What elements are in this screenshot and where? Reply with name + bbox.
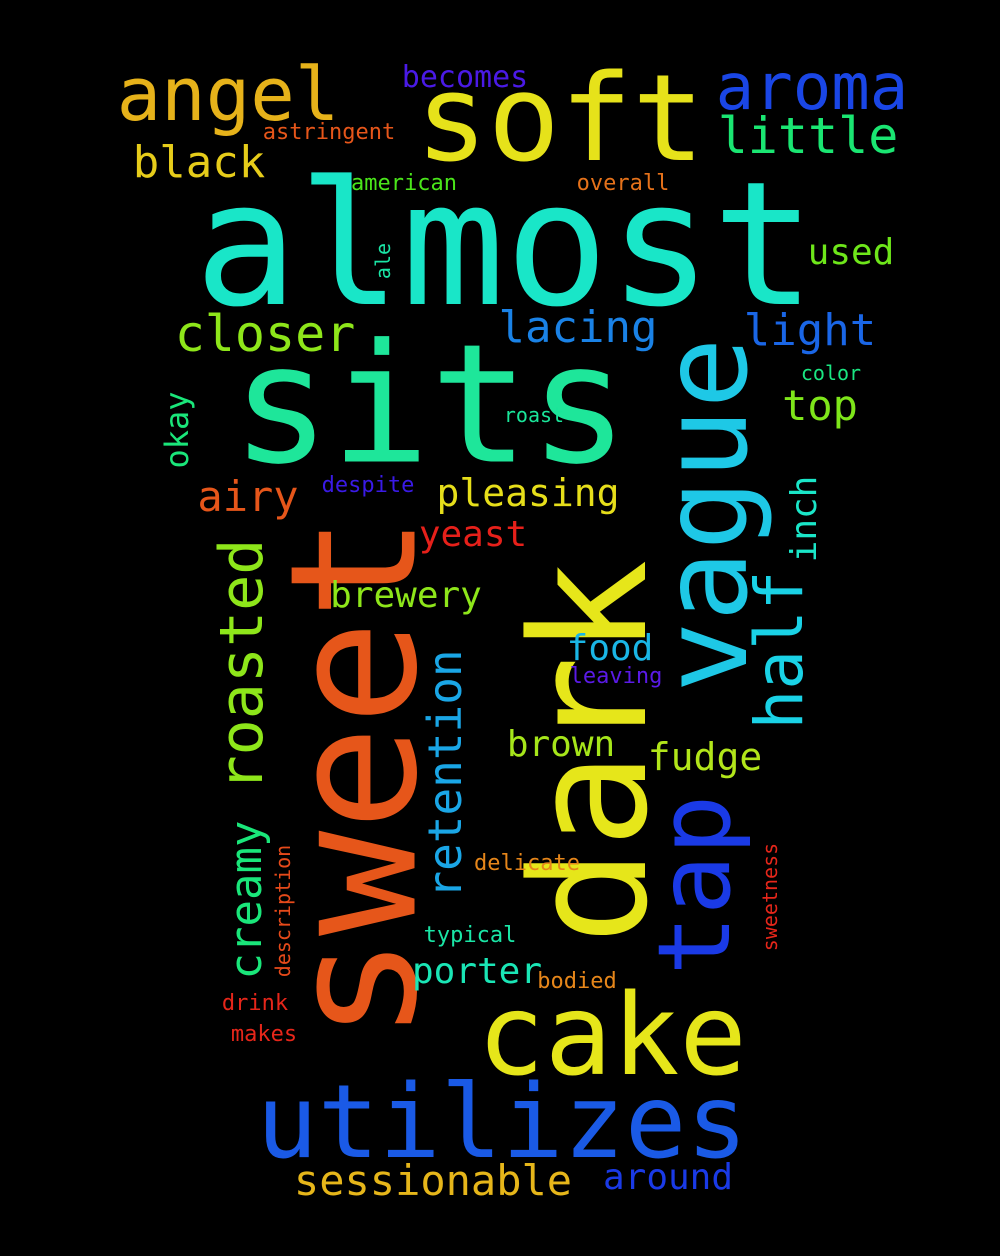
word-used: used [807, 232, 895, 273]
word-sits: sits [231, 308, 629, 501]
word-half: half [741, 570, 818, 730]
word-little: little [717, 107, 899, 165]
word-top: top [782, 381, 858, 430]
word-food: food [566, 628, 654, 669]
word-airy: airy [197, 472, 299, 521]
word-ale: ale [371, 242, 395, 280]
word-porter: porter [411, 951, 543, 992]
word-pleasing: pleasing [436, 471, 620, 515]
word-almost: almost [194, 144, 816, 345]
word-fudge: fudge [647, 735, 763, 779]
word-yeast: yeast [418, 514, 528, 555]
word-american: american [351, 171, 457, 196]
word-brewery: brewery [330, 575, 482, 616]
word-delicate: delicate [474, 851, 580, 876]
word-cake: cake [477, 971, 747, 1101]
word-roasted: roasted [207, 538, 277, 792]
word-despite: despite [321, 473, 415, 498]
word-black: black [132, 137, 266, 188]
word-okay: okay [158, 391, 196, 469]
word-utilizes: utilizes [256, 1063, 748, 1182]
word-soft: soft [415, 50, 705, 189]
word-inch: inch [784, 475, 825, 563]
word-creamy: creamy [221, 820, 272, 980]
word-bodied: bodied [537, 969, 617, 994]
word-lacing: lacing [498, 302, 658, 353]
word-light: light [743, 305, 877, 356]
word-retention: retention [418, 649, 472, 899]
word-typical: typical [423, 923, 517, 948]
word-color: color [800, 361, 862, 385]
word-leaving: leaving [569, 664, 663, 689]
word-sessionable: sessionable [293, 1156, 573, 1205]
word-astringent: astringent [262, 120, 396, 145]
word-brown: brown [506, 724, 616, 765]
word-aroma: aroma [715, 51, 909, 125]
word-closer: closer [174, 305, 356, 363]
word-around: around [602, 1157, 734, 1198]
word-drink: drink [221, 991, 289, 1016]
word-roast: roast [503, 403, 565, 427]
word-becomes: becomes [401, 60, 529, 95]
word-sweetness: sweetness [758, 842, 782, 952]
word-angel: angel [116, 52, 340, 138]
word-makes: makes [230, 1022, 298, 1047]
word-description: description [271, 844, 295, 978]
word-tap: tap [636, 794, 753, 976]
word-overall: overall [576, 171, 670, 196]
